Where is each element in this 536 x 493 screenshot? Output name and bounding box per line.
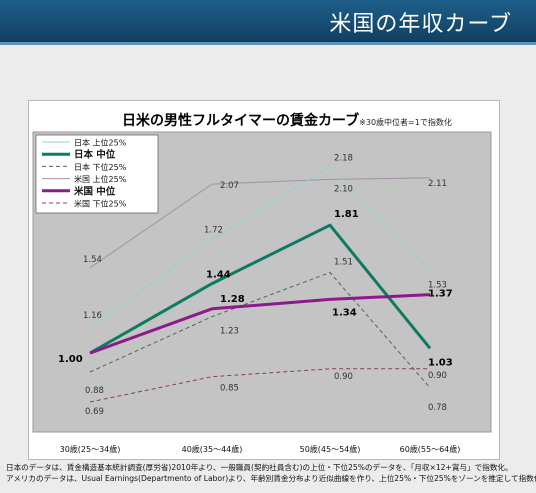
legend-entry: 日本 下位25%: [74, 162, 127, 172]
data-label: 1.28: [220, 294, 245, 305]
series-line-4: [89, 293, 431, 355]
data-label: 2.18: [334, 154, 353, 164]
legend-entry: 米国 中位: [73, 185, 116, 197]
data-label: 2.07: [220, 181, 239, 191]
data-label: 1.37: [428, 289, 453, 300]
data-label: 1.54: [83, 255, 102, 265]
series-line-3: [89, 177, 431, 269]
data-label: 2.11: [428, 179, 447, 189]
header-underline: [0, 42, 536, 45]
x-tick-label: 50歳(45～54歳): [300, 444, 361, 454]
legend: [35, 134, 159, 214]
chart-title-text: 日米の男性フルタイマーの賃金カーブ: [122, 113, 360, 129]
data-label: 1.03: [428, 357, 453, 368]
x-tick-label: 60歳(55～64歳): [400, 444, 461, 454]
data-label: 1.44: [206, 270, 231, 281]
legend-entry: 米国 下位25%: [74, 199, 127, 209]
data-label: 0.88: [85, 386, 104, 396]
data-label: 1.72: [204, 225, 223, 235]
series-line-1: [89, 223, 432, 355]
data-label: 1.00: [58, 354, 83, 365]
series-line-2: [89, 272, 431, 389]
chart-title: 日米の男性フルタイマーの賃金カーブ※30歳中位者=1で指数化: [122, 110, 452, 130]
data-label: 1.34: [332, 307, 357, 318]
data-label: 1.81: [334, 209, 359, 220]
data-label: 1.16: [83, 311, 102, 321]
series-line-0: [89, 166, 431, 329]
data-label: 0.90: [334, 372, 353, 382]
legend-entry: 日本 中位: [74, 149, 116, 161]
x-tick-label: 30歳(25～34歳): [60, 444, 121, 454]
series-line-5: [89, 368, 430, 403]
data-label: 2.10: [334, 184, 353, 194]
data-label: 1.51: [334, 258, 353, 268]
data-label: 0.90: [428, 371, 447, 381]
footnote-us: アメリカのデータは、Usual Earnings(Departmento of …: [6, 474, 536, 483]
slide-header: 米国の年収カーブ: [0, 0, 536, 42]
data-label: 1.53: [428, 280, 447, 290]
chart-subtitle: ※30歳中位者=1で指数化: [359, 118, 452, 127]
legend-entry: 日本 上位25%: [74, 138, 127, 148]
footnote-japan: 日本のデータは、賃金構造基本統計調査(厚労省)2010年より、一般職員(契約社員…: [6, 463, 513, 472]
data-label: 1.23: [220, 327, 239, 337]
x-tick-label: 40歳(35～44歳): [182, 444, 243, 454]
data-label: 0.78: [428, 403, 447, 413]
data-label: 0.85: [220, 384, 239, 394]
data-label: 0.69: [85, 407, 104, 417]
legend-entry: 米国 上位25%: [74, 174, 127, 184]
slide-title: 米国の年収カーブ: [329, 12, 512, 37]
